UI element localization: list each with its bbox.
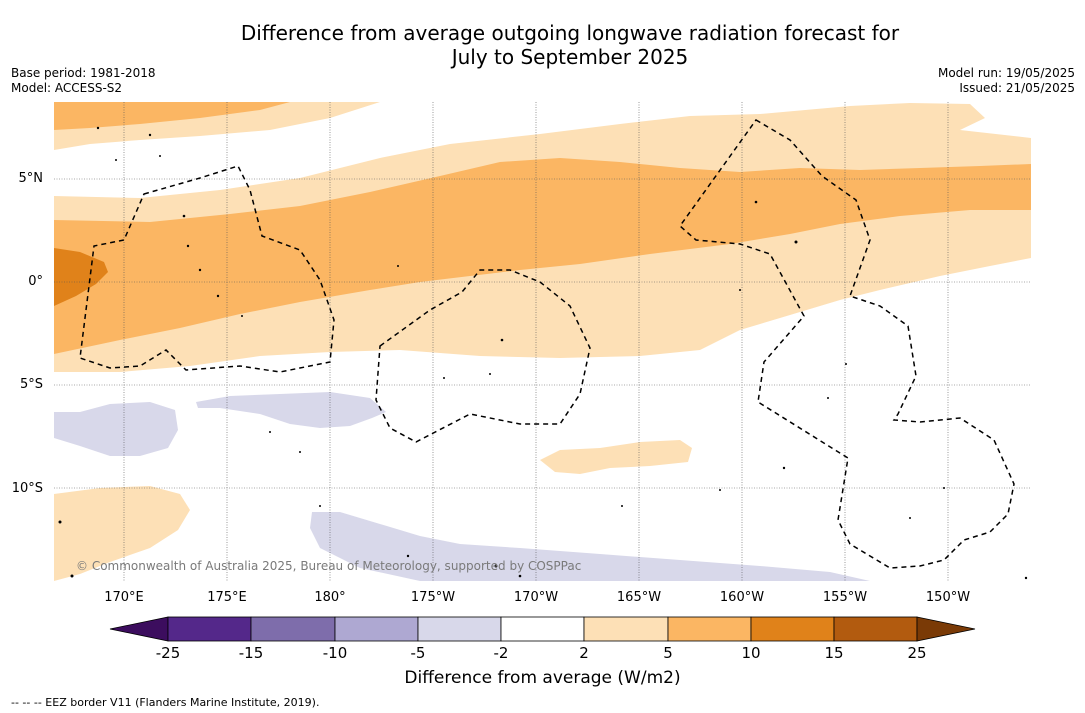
eez-footnote: -- -- -- EEZ border V11 (Flanders Marine… — [11, 696, 320, 709]
islands — [58, 126, 1028, 580]
lat-label-0: 0° — [28, 274, 43, 289]
colorbar-tick: 25 — [907, 644, 927, 662]
colorbar-segment — [750, 616, 835, 642]
colorbar-segment — [167, 616, 252, 642]
anomaly-region-light-orange-south — [540, 440, 692, 474]
colorbar-segment — [667, 616, 752, 642]
lon-label-155w: 155°W — [822, 590, 868, 605]
gridlines — [54, 102, 1031, 581]
colorbar-tick: -15 — [238, 644, 264, 662]
colorbar-tick: -5 — [410, 644, 426, 662]
model-name: Model: ACCESS-S2 — [11, 81, 123, 95]
anomaly-region-mid-orange-equatorial — [54, 158, 1031, 354]
lon-label-170w: 170°W — [513, 590, 559, 605]
lon-label-160w: 160°W — [719, 590, 765, 605]
anomaly-region-mid-orange-northwest — [54, 102, 290, 130]
anomaly-region-purple-west — [54, 402, 178, 456]
lon-label-175e: 175°E — [207, 590, 247, 605]
colorbar-tick: 2 — [579, 644, 589, 662]
eez-borders — [79, 119, 1015, 569]
colorbar-segment — [250, 616, 336, 642]
colorbar-tick: -10 — [322, 644, 348, 662]
lat-label-5n: 5°N — [18, 171, 44, 186]
colorbar — [109, 616, 976, 642]
lat-label-10s: 10°S — [11, 481, 43, 496]
colorbar-min-extension — [109, 616, 169, 642]
issued-date: Issued: 21/05/2025 — [959, 81, 1075, 95]
colorbar-segment — [583, 616, 669, 642]
map-title-line2: July to September 2025 — [451, 45, 689, 69]
lat-label-5s: 5°S — [19, 377, 43, 392]
anomaly-region-dark-orange — [54, 248, 108, 306]
colorbar-segment — [417, 616, 502, 642]
lon-label-150w: 150°W — [925, 590, 971, 605]
anomaly-region-purple-south — [310, 512, 870, 581]
colorbar-tick: 15 — [824, 644, 844, 662]
map-field — [54, 102, 1031, 581]
anomaly-region-purple-central — [196, 392, 386, 428]
lon-label-180: 180° — [314, 590, 346, 605]
lon-label-175w: 175°W — [410, 590, 456, 605]
colorbar-tick: -2 — [493, 644, 509, 662]
anomaly-region-light-orange-southwest — [54, 486, 190, 581]
colorbar-segment — [833, 616, 918, 642]
lon-label-170e: 170°E — [104, 590, 144, 605]
copyright-credit: © Commonwealth of Australia 2025, Bureau… — [76, 559, 582, 573]
colorbar-tick: 5 — [663, 644, 673, 662]
colorbar-max-extension — [916, 616, 976, 642]
map-title-line1: Difference from average outgoing longwav… — [240, 21, 900, 45]
base-period: Base period: 1981-2018 — [11, 66, 156, 80]
colorbar-label: Difference from average (W/m2) — [404, 668, 681, 688]
colorbar-segment — [334, 616, 419, 642]
colorbar-segment — [500, 616, 585, 642]
model-run: Model run: 19/05/2025 — [937, 66, 1075, 80]
colorbar-tick: 10 — [741, 644, 761, 662]
lon-label-165w: 165°W — [616, 590, 662, 605]
colorbar-tick: -25 — [155, 644, 181, 662]
